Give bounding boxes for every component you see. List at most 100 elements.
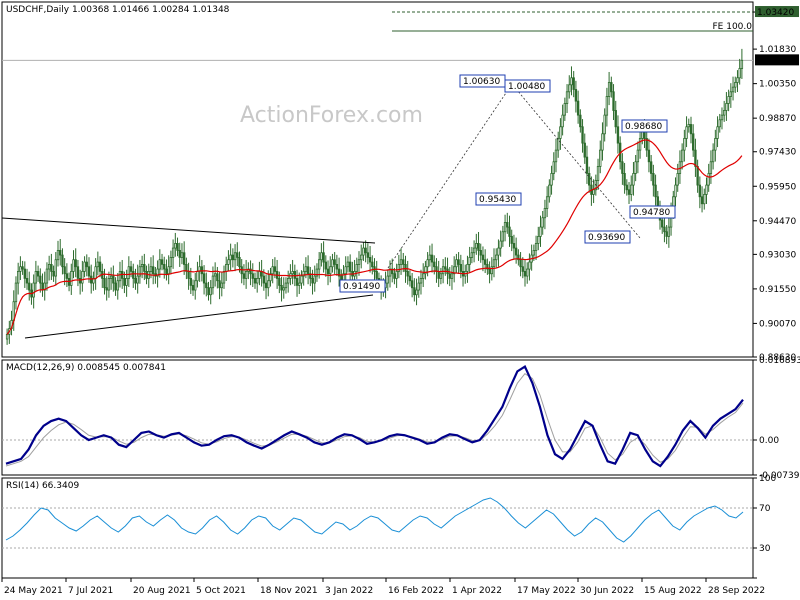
candle-body <box>129 266 133 272</box>
candle-body <box>368 257 372 263</box>
rsi-tick-label: 30 <box>759 544 771 554</box>
candle-body <box>725 103 728 111</box>
candle-body <box>76 266 80 279</box>
candle-body <box>306 266 310 275</box>
candle-body <box>576 100 580 116</box>
candle-body <box>28 282 31 291</box>
candle-body <box>25 277 29 284</box>
x-tick-label: 1 Apr 2022 <box>452 586 502 596</box>
candle-body <box>165 268 168 275</box>
candle-body <box>19 266 22 272</box>
candle-body <box>433 261 436 268</box>
candle-body <box>612 91 615 111</box>
candle-body <box>134 277 137 284</box>
candle-body <box>592 189 595 195</box>
candle-body <box>107 277 111 291</box>
candle-body <box>191 284 195 291</box>
candle-body <box>574 89 578 102</box>
candle-body <box>599 149 602 167</box>
candle-body <box>623 173 626 186</box>
price-tick-label: 0.91550 <box>759 285 796 295</box>
candle-body <box>428 254 432 261</box>
candle-body <box>74 259 77 268</box>
candle-body <box>287 277 290 284</box>
candle-body <box>526 268 529 277</box>
candle-body <box>404 264 407 272</box>
price-tick-label: 0.94470 <box>759 217 796 227</box>
last-price-label: 1.01348 <box>757 56 794 66</box>
upper-trendline <box>1 217 376 244</box>
candle-body <box>326 268 330 275</box>
candle-body <box>585 156 589 174</box>
candle-body <box>501 231 505 242</box>
candle-body <box>563 103 567 116</box>
annotation-label: 0.94780 <box>633 208 670 218</box>
candle-body <box>492 259 496 268</box>
price-tick-label: 0.93030 <box>759 250 796 260</box>
candle-body <box>450 273 454 279</box>
candle-body <box>729 91 733 97</box>
candle-body <box>59 250 62 256</box>
candle-body <box>614 110 617 128</box>
candle-body <box>103 277 106 289</box>
candle-body <box>437 270 440 279</box>
candle-body <box>171 247 175 258</box>
annotation-box <box>339 279 386 293</box>
candle-body <box>537 236 540 244</box>
candle-body <box>523 270 527 277</box>
candle-body <box>694 149 697 167</box>
candle-body <box>180 252 184 258</box>
rsi-series-line <box>5 497 744 543</box>
candle-body <box>335 264 339 270</box>
fe-price-box <box>755 6 799 18</box>
candle-body <box>696 166 699 186</box>
candle-body <box>532 250 536 256</box>
candle-body <box>284 282 288 289</box>
annotation-box <box>475 192 522 206</box>
candle-body <box>727 96 730 104</box>
candle-body <box>118 270 122 282</box>
candle-body <box>663 226 666 233</box>
candle-body <box>178 250 181 258</box>
candle-body <box>472 247 476 254</box>
candle-body <box>689 124 693 135</box>
candle-body <box>282 287 285 291</box>
watermark: ActionForex.com <box>240 103 423 128</box>
candle-body <box>647 149 651 163</box>
annotation-label: 1.00630 <box>463 77 500 87</box>
candle-body <box>548 184 551 198</box>
candle-body <box>87 266 91 277</box>
candle-body <box>331 259 334 268</box>
candle-body <box>96 261 100 268</box>
candle-body <box>736 77 739 83</box>
candle-body <box>222 270 226 284</box>
candle-body <box>244 270 248 279</box>
macd-series-macd <box>5 364 744 468</box>
candle-body <box>357 259 361 265</box>
annotation-label: 1.00480 <box>508 82 545 92</box>
candle-body <box>740 59 744 69</box>
annotation-box <box>621 119 668 133</box>
candle-body <box>610 82 613 93</box>
candle-body <box>251 273 254 279</box>
candle-body <box>136 275 139 284</box>
candle-body <box>346 261 350 268</box>
candle-body <box>408 275 412 282</box>
candle-body <box>448 273 451 279</box>
candle-body <box>158 259 161 270</box>
candle-body <box>402 259 405 265</box>
candle-body <box>56 250 60 261</box>
candle-body <box>483 259 487 265</box>
candle-body <box>344 266 347 275</box>
candle-body <box>683 138 686 151</box>
rsi-title: RSI(14) 66.3409 <box>6 481 79 491</box>
candle-body <box>583 142 586 158</box>
candle-body <box>417 282 420 291</box>
candle-body <box>83 261 86 272</box>
candle-body <box>674 184 677 198</box>
candle-body <box>295 277 299 286</box>
candle-body <box>479 250 482 256</box>
price-tick-label: 0.95950 <box>759 182 796 192</box>
candle-body <box>634 161 637 174</box>
